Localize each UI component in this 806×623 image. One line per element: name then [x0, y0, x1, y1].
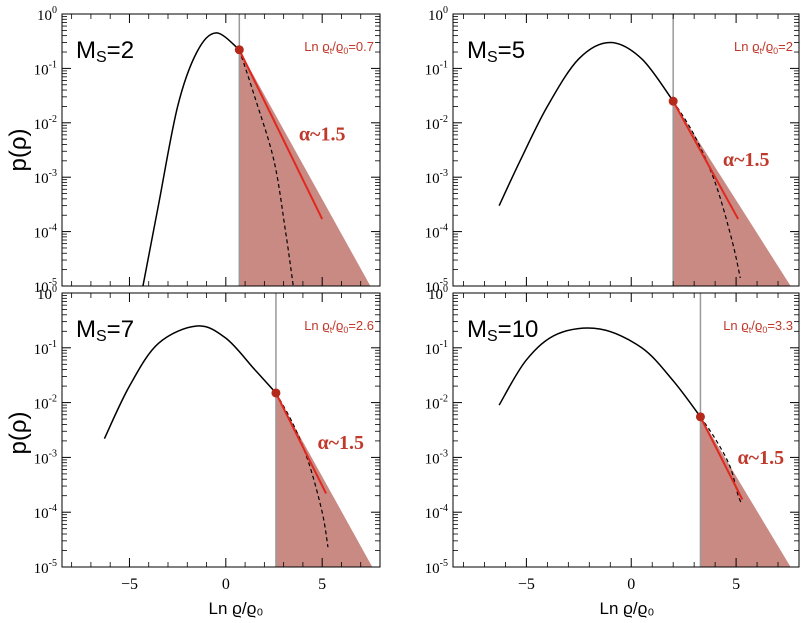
threshold-density-label: Ln ϱt/ϱ0=2 [734, 39, 793, 56]
powerlaw-line [699, 416, 744, 501]
threshold-marker [234, 45, 244, 55]
x-tick-label: 5 [732, 576, 740, 593]
x-tick-label: 5 [318, 576, 326, 593]
y-tick-label: 10-2 [425, 114, 448, 133]
panel-4: 100 10-1 10-2 10-3 10-4 10-5 −5 0 5 MS=10 Ln ϱt/ϱ0… [425, 284, 800, 593]
x-tick-label: 0 [222, 576, 230, 593]
panel-1: 100 10-1 10-2 10-3 10-4 10-5 MS=2 Ln ϱt/ϱ0=0.7 α… [34, 5, 381, 296]
slope-alpha-label: α~1.5 [723, 149, 770, 171]
threshold-marker [668, 96, 678, 106]
y-tick-label: 10-2 [34, 114, 57, 133]
mach-number-label: MS=10 [467, 316, 538, 345]
powerlaw-shaded-region [275, 392, 373, 567]
powerlaw-shaded-region [700, 416, 791, 567]
slope-alpha-label: α~1.5 [317, 432, 364, 454]
y-tick-label: 100 [428, 284, 448, 303]
y-tick-label: 100 [428, 5, 448, 24]
y-tick-label: 10-2 [425, 394, 448, 413]
y-tick-label: 10-5 [425, 277, 448, 296]
y-tick-label: 10-3 [34, 448, 57, 467]
plot-area [498, 14, 791, 286]
x-axis-title-left: Ln ϱ/ϱ₀ [209, 599, 264, 618]
y-tick-label: 10-5 [34, 277, 57, 296]
panel-frame [452, 292, 800, 568]
y-tick-label: 10-3 [425, 168, 448, 187]
lognormal-curve [103, 325, 277, 439]
lognormal-curve [498, 41, 674, 206]
powerlaw-shaded-region [239, 49, 371, 286]
y-tick-label: 10-1 [425, 339, 448, 358]
plot-area [142, 14, 371, 286]
y-axis-title-top: p(ρ) [5, 129, 32, 172]
y-tick-label: 100 [37, 284, 57, 303]
y-tick-label: 10-4 [425, 223, 448, 242]
cutoff-dashed-curve [275, 392, 329, 548]
mach-number-label: MS=7 [76, 316, 134, 345]
threshold-density-label: Ln ϱt/ϱ0=3.3 [723, 318, 793, 335]
powerlaw-line [275, 392, 327, 494]
y-tick-label: 10-4 [34, 503, 57, 522]
y-tick-label: 100 [37, 5, 57, 24]
y-tick-label: 10-4 [34, 223, 57, 242]
panels-group: 100 10-1 10-2 10-3 10-4 10-5 MS=2 Ln ϱt/ϱ0=0.7 α… [34, 5, 800, 593]
x-tick-label: −5 [121, 576, 138, 593]
y-tick-label: 10-1 [34, 339, 57, 358]
slope-alpha-label: α~1.5 [738, 447, 785, 469]
y-tick-label: 10-3 [425, 448, 448, 467]
cutoff-dashed-curve [699, 416, 743, 505]
cutoff-dashed-curve [672, 100, 741, 279]
x-axis-title-right: Ln ϱ/ϱ₀ [600, 599, 655, 618]
y-tick-label: 10-5 [425, 558, 448, 577]
x-tick-label: −5 [518, 576, 535, 593]
threshold-density-label: Ln ϱt/ϱ0=2.6 [304, 318, 374, 335]
panel-frame [61, 292, 381, 568]
lognormal-curve [142, 32, 240, 286]
slope-alpha-label: α~1.5 [299, 123, 346, 145]
y-axis-title-bottom: p(ρ) [5, 412, 32, 455]
powerlaw-shaded-region [673, 101, 791, 286]
y-tick-label: 10-2 [34, 394, 57, 413]
y-tick-label: 10-1 [425, 59, 448, 78]
panel-frame [452, 13, 800, 287]
x-tick-label: 0 [627, 576, 635, 593]
plot-area [498, 293, 791, 567]
cutoff-dashed-curve [238, 49, 294, 286]
panel-2: 100 10-1 10-2 10-3 10-4 10-5 MS=5 Ln ϱt/ϱ0=2 α~1… [425, 5, 800, 296]
y-tick-label: 10-1 [34, 59, 57, 78]
y-tick-label: 10-4 [425, 503, 448, 522]
threshold-marker [271, 388, 281, 398]
mach-number-label: MS=5 [467, 37, 525, 66]
powerlaw-line [238, 49, 324, 220]
plot-area [103, 293, 373, 567]
lognormal-curve [498, 327, 702, 418]
threshold-density-label: Ln ϱt/ϱ0=0.7 [304, 39, 374, 56]
panel-frame [61, 13, 381, 287]
y-tick-label: 10-5 [34, 558, 57, 577]
panel-3: 100 10-1 10-2 10-3 10-4 10-5 −5 0 5 MS=7 Ln ϱt/ϱ0=… [34, 284, 381, 593]
mach-number-label: MS=2 [76, 37, 134, 66]
powerlaw-line [672, 100, 740, 220]
threshold-marker [695, 412, 705, 422]
y-tick-label: 10-3 [34, 168, 57, 187]
